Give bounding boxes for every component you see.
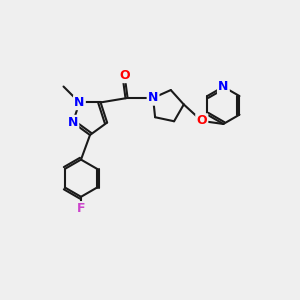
Text: N: N xyxy=(218,80,229,93)
Text: O: O xyxy=(196,115,207,128)
Text: N: N xyxy=(74,96,85,109)
Text: N: N xyxy=(148,92,158,104)
Text: F: F xyxy=(77,202,85,215)
Text: N: N xyxy=(68,116,78,129)
Text: O: O xyxy=(119,69,130,82)
